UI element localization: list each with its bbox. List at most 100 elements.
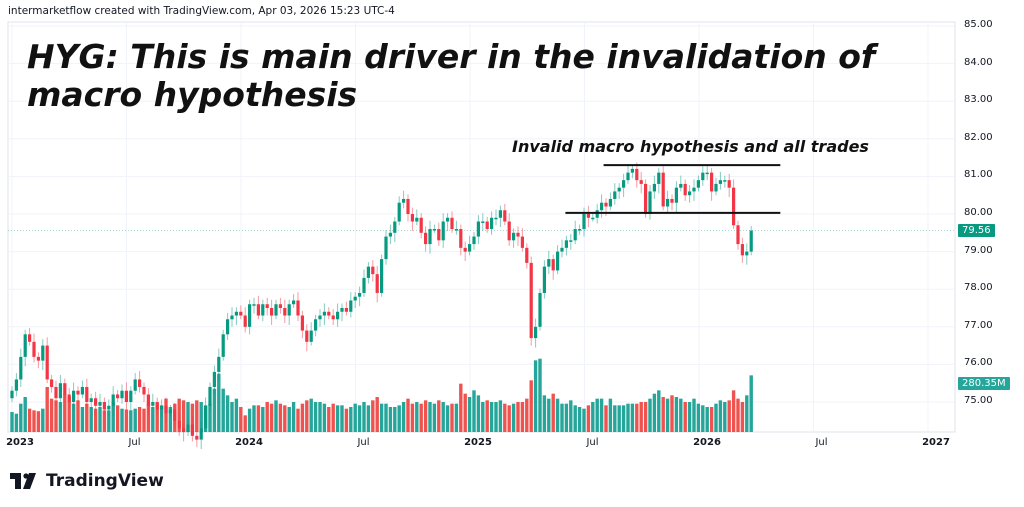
x-tick-label: Jul [586, 437, 599, 448]
candle-body [538, 292, 542, 327]
volume-bar [577, 407, 582, 432]
volume-bar [36, 411, 41, 432]
volume-bar [613, 405, 617, 432]
candle-body [710, 172, 714, 192]
x-tick-label: 2025 [464, 437, 492, 448]
volume-bar [617, 405, 621, 432]
volume-bar [516, 402, 520, 432]
volume-bar [388, 407, 393, 432]
volume-bar [665, 398, 670, 432]
candle-body [679, 183, 683, 188]
volume-bar [652, 393, 657, 432]
volume-bar [701, 405, 705, 432]
volume-bar [129, 410, 133, 432]
volume-bar [437, 400, 441, 432]
volume-bar [159, 405, 164, 432]
candle-body [63, 383, 67, 395]
volume-bar [714, 403, 718, 432]
volume-bar [239, 407, 243, 432]
volume-bar [459, 383, 463, 432]
candle-body [424, 232, 428, 245]
volume-bar [687, 402, 692, 432]
y-tick-label: 76.00 [964, 357, 993, 369]
chart-credit: intermarketflow created with TradingView… [8, 5, 395, 17]
volume-bar [498, 400, 503, 432]
volume-bar [199, 402, 203, 432]
annotation-text: Invalid macro hypothesis and all trades [512, 137, 869, 156]
volume-bar [137, 407, 142, 432]
volume-bar [591, 402, 595, 432]
candle-body [494, 217, 498, 220]
volume-bar [740, 402, 745, 432]
candle-body [133, 379, 137, 391]
candle-body [168, 409, 172, 414]
volume-bar [58, 402, 63, 432]
candle-body [212, 371, 216, 387]
candle-body [362, 277, 366, 293]
volume-bar [533, 360, 538, 432]
volume-bar [485, 400, 489, 432]
y-tick-label: 79.00 [964, 244, 993, 256]
candle-body [23, 334, 27, 357]
volume-bar [107, 410, 111, 432]
candle-body [300, 315, 304, 331]
candle-body [696, 180, 700, 188]
volume-bar [692, 398, 696, 432]
volume-bar [520, 402, 525, 432]
tradingview-logo[interactable]: TradingView [10, 471, 164, 491]
candle-body [463, 247, 467, 252]
volume-bar [419, 403, 423, 432]
candle-body [129, 390, 133, 402]
candle-body [45, 345, 49, 380]
y-tick-label: 81.00 [964, 169, 993, 181]
candle-body [186, 424, 190, 433]
candle-body [283, 308, 287, 316]
volume-bar [525, 398, 529, 432]
candle-body [573, 229, 577, 241]
candle-body [239, 311, 243, 316]
logo-text: TradingView [46, 471, 164, 491]
candle-body [564, 240, 568, 248]
volume-bar [745, 395, 749, 432]
volume-bar [265, 402, 269, 432]
volume-bar [366, 405, 371, 432]
volume-bar [10, 412, 14, 432]
volume-bar [67, 397, 71, 432]
candle-body [138, 379, 142, 387]
y-tick-label: 75.00 [964, 395, 993, 406]
candle-body [476, 221, 480, 237]
volume-bar [445, 405, 450, 432]
volume-bar [555, 398, 560, 432]
candle-body [353, 296, 357, 301]
volume-bar [599, 398, 604, 432]
volume-bar [608, 398, 613, 432]
candle-body [274, 304, 278, 316]
x-tick-label: 2024 [235, 437, 263, 448]
candle-body [630, 168, 634, 173]
candle-body [578, 229, 582, 231]
volume-bar [379, 403, 384, 432]
candle-body [485, 221, 489, 230]
candle-body [674, 187, 678, 203]
volume-bar [111, 402, 115, 432]
volume-bar [547, 398, 551, 432]
volume-bar [731, 390, 736, 432]
candle-body [204, 405, 208, 429]
candle-body [182, 428, 186, 433]
candle-body [525, 247, 529, 263]
volume-bar [195, 400, 199, 432]
volume-bar [481, 402, 485, 432]
candle-body [151, 402, 155, 406]
candle-body [256, 304, 260, 316]
volume-bar [569, 400, 573, 432]
candle-body [437, 229, 441, 241]
volume-bar [718, 400, 723, 432]
candle-body [142, 386, 146, 395]
candle-body [441, 221, 445, 241]
candle-body [428, 229, 432, 245]
candle-body [36, 356, 40, 361]
last-volume-badge: 280.35M [958, 377, 1010, 390]
volume-bar [630, 403, 635, 432]
candle-body [736, 225, 740, 245]
